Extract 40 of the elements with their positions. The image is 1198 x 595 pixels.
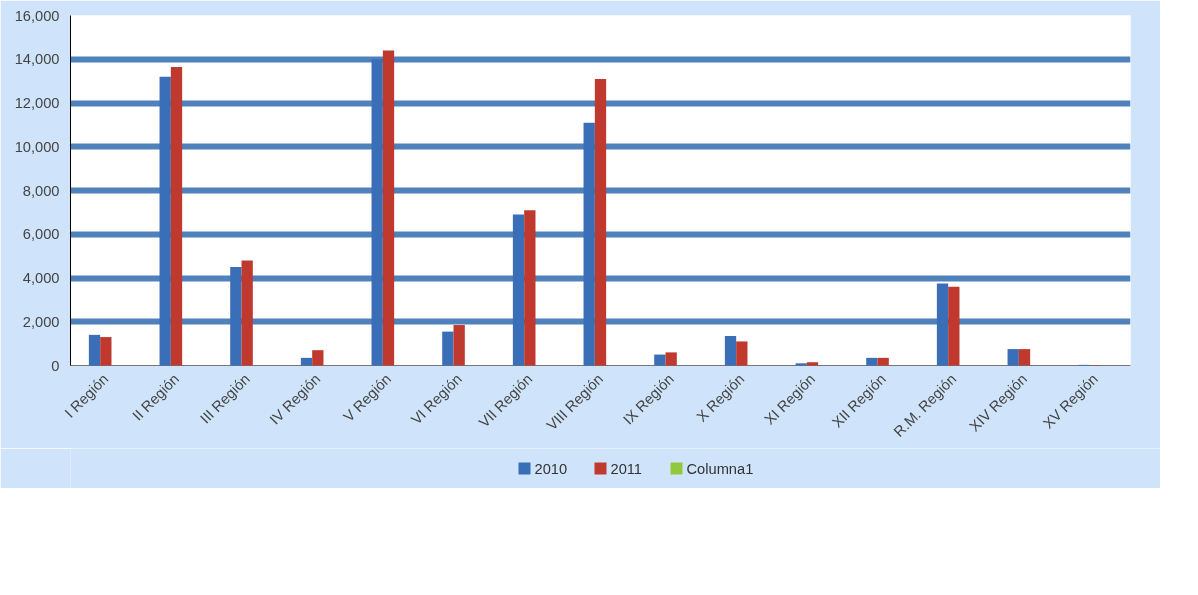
bar <box>512 214 525 366</box>
bar <box>382 50 395 366</box>
bar <box>524 210 536 366</box>
bar <box>453 325 465 366</box>
y-tick-label: 16,000 <box>14 7 60 24</box>
y-tick-label: 4,000 <box>22 270 60 286</box>
y-tick-label: 12,000 <box>14 95 60 111</box>
bar <box>442 331 454 366</box>
bar <box>936 283 949 366</box>
legend-label: Columna1 <box>686 460 754 477</box>
bar <box>583 122 595 366</box>
bar <box>312 350 324 366</box>
bar <box>1007 349 1019 366</box>
y-tick-label: 0 <box>51 357 60 374</box>
bar <box>300 357 313 366</box>
legend-label: 2010 <box>534 460 568 477</box>
bar <box>100 337 112 366</box>
y-tick-label: 14,000 <box>14 51 60 68</box>
bar <box>806 362 819 366</box>
legend-label: 2011 <box>610 460 643 477</box>
bar <box>230 267 242 366</box>
bar <box>654 354 666 366</box>
y-tick-label: 8,000 <box>22 182 60 199</box>
y-tick-label: 6,000 <box>22 226 60 243</box>
bar <box>159 76 171 366</box>
bar <box>665 352 677 366</box>
bar <box>724 335 737 366</box>
bar <box>795 363 807 366</box>
bar <box>948 286 960 366</box>
y-tick-label: 10,000 <box>14 138 60 155</box>
bar <box>170 66 183 366</box>
bar <box>88 334 101 366</box>
y-tick-label: 2,000 <box>22 313 60 330</box>
bar <box>241 260 253 366</box>
bar <box>594 78 607 366</box>
bar <box>866 357 878 366</box>
bar <box>1018 349 1031 366</box>
bar <box>736 341 748 366</box>
bar <box>877 357 889 366</box>
bar <box>371 59 383 366</box>
